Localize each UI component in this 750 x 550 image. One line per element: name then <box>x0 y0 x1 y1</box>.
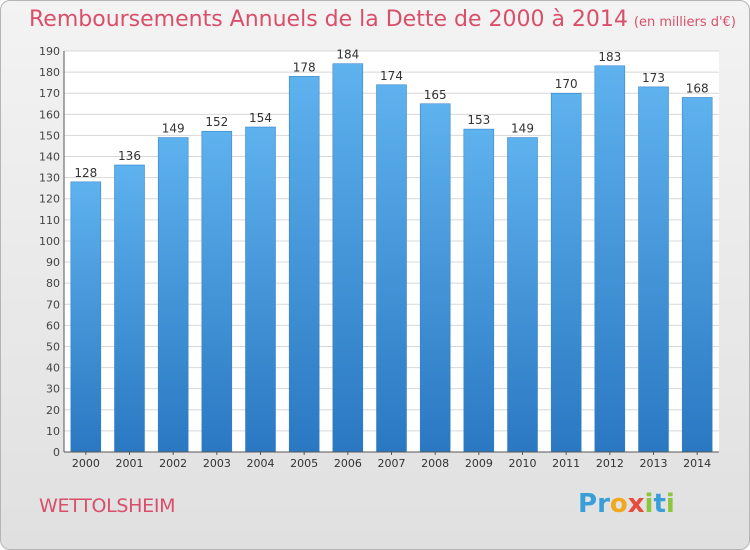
x-tick-label: 2014 <box>683 457 711 470</box>
y-tick-label: 60 <box>46 319 60 332</box>
y-tick-label: 40 <box>46 362 60 375</box>
bar <box>594 65 626 453</box>
bar <box>70 181 102 453</box>
title-text: Remboursements Annuels de la Dette de 20… <box>29 7 628 32</box>
y-tick-label: 180 <box>39 66 60 79</box>
bar <box>114 164 145 453</box>
bar <box>245 126 276 453</box>
x-tick-label: 2004 <box>247 457 275 470</box>
bar-value-label: 170 <box>555 77 578 91</box>
bar <box>419 103 451 453</box>
x-tick-label: 2007 <box>378 457 406 470</box>
y-tick-label: 0 <box>53 446 60 459</box>
bar-value-label: 154 <box>249 111 272 125</box>
x-tick-label: 2001 <box>116 457 144 470</box>
bar <box>157 137 189 453</box>
x-tick-label: 2000 <box>72 457 100 470</box>
y-tick-label: 20 <box>46 404 60 417</box>
y-tick-label: 50 <box>46 340 60 353</box>
bar <box>463 128 495 453</box>
y-tick-label: 80 <box>46 277 60 290</box>
x-tick-label: 2003 <box>203 457 231 470</box>
y-tick-label: 190 <box>39 45 60 58</box>
logo-letter: x <box>627 489 645 519</box>
x-tick-label: 2011 <box>552 457 580 470</box>
x-tick-label: 2002 <box>159 457 187 470</box>
bar-value-label: 152 <box>205 115 228 129</box>
y-tick-label: 130 <box>39 172 60 185</box>
chart-title: Remboursements Annuels de la Dette de 20… <box>29 7 736 32</box>
y-tick-label: 10 <box>46 425 60 438</box>
bar <box>332 63 364 453</box>
bar-value-label: 183 <box>598 50 621 64</box>
x-tick-label: 2006 <box>334 457 362 470</box>
bar-value-label: 173 <box>642 71 665 85</box>
x-tick-label: 2005 <box>290 457 318 470</box>
bar-value-label: 128 <box>74 166 97 180</box>
bar <box>638 86 669 453</box>
x-tick-label: 2009 <box>465 457 493 470</box>
y-tick-label: 170 <box>39 87 60 100</box>
bar-value-label: 168 <box>686 81 709 95</box>
x-tick-label: 2012 <box>596 457 624 470</box>
x-tick-label: 2013 <box>640 457 668 470</box>
bar-value-label: 174 <box>380 69 403 83</box>
logo-letter: t <box>653 489 666 519</box>
y-tick-label: 120 <box>39 193 60 206</box>
bar-value-label: 136 <box>118 149 141 163</box>
bar <box>681 97 713 453</box>
y-tick-label: 160 <box>39 108 60 121</box>
bar <box>288 76 320 453</box>
bar <box>376 84 407 453</box>
x-tick-label: 2008 <box>421 457 449 470</box>
bar-value-label: 165 <box>424 88 447 102</box>
bar-value-label: 178 <box>293 60 316 74</box>
y-tick-label: 110 <box>39 214 60 227</box>
y-tick-label: 150 <box>39 129 60 142</box>
y-tick-label: 30 <box>46 383 60 396</box>
logo-letter: i <box>665 489 675 519</box>
commune-name: WETTOLSHEIM <box>39 495 176 517</box>
bar <box>550 92 582 453</box>
bar-value-label: 153 <box>467 113 490 127</box>
bar-value-label: 149 <box>511 122 534 136</box>
proxiti-logo: Proxiti <box>578 489 675 519</box>
bar <box>201 130 233 453</box>
logo-letter: r <box>597 489 610 519</box>
bar-value-label: 149 <box>162 122 185 136</box>
logo-letter: i <box>644 489 654 519</box>
x-tick-label: 2010 <box>509 457 537 470</box>
bar-value-label: 184 <box>336 48 359 62</box>
logo-letter: P <box>578 489 598 519</box>
y-tick-label: 140 <box>39 151 60 164</box>
y-tick-label: 70 <box>46 298 60 311</box>
y-tick-label: 100 <box>39 235 60 248</box>
logo-letter: o <box>609 489 628 519</box>
y-tick-label: 90 <box>46 256 60 269</box>
title-unit: (en milliers d'€) <box>633 15 736 30</box>
bar <box>507 137 538 453</box>
